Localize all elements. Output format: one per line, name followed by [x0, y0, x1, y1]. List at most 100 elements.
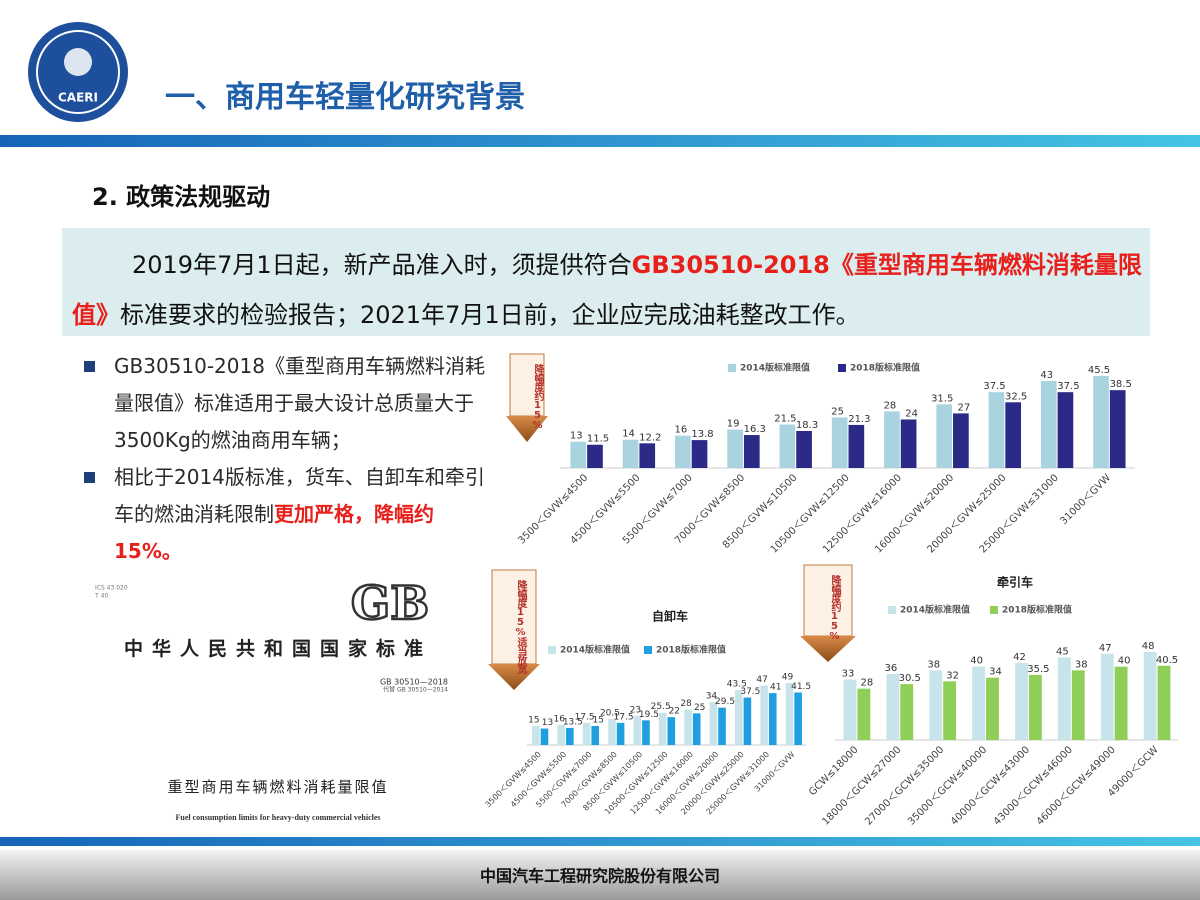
value-label: 40 — [970, 656, 983, 667]
bar — [986, 677, 999, 740]
bar — [633, 715, 642, 745]
legend-swatch — [644, 646, 652, 654]
bar — [692, 713, 701, 745]
text-run: 更加严格，降幅约15%。 — [114, 502, 434, 563]
bar — [953, 413, 969, 468]
value-label: 25 — [831, 406, 844, 417]
text-run: GB30510-2018《重型商用车辆燃料消耗量限值》标准适用于最大设计总质量大… — [114, 354, 485, 452]
value-label: 37.5 — [1057, 381, 1079, 392]
value-label: 24 — [905, 408, 918, 419]
logo-text: CAERI — [58, 91, 98, 105]
value-label: 13 — [542, 718, 553, 728]
bar — [785, 683, 794, 745]
bar — [570, 441, 587, 468]
bar — [667, 717, 676, 745]
bar — [1057, 392, 1074, 468]
footer-text: 中国汽车工程研究院股份有限公司 — [480, 867, 720, 886]
bar — [675, 435, 691, 468]
value-label: 42 — [1013, 652, 1026, 663]
arrow-shaft — [803, 564, 853, 637]
arrow-head — [800, 636, 856, 662]
value-label: 27 — [958, 402, 971, 413]
text-run: 标准要求的检验报告；2021年7月1日前，企业应完成油耗整改工作。 — [120, 301, 860, 329]
legend-swatch — [728, 364, 736, 372]
value-label: 37.5 — [983, 381, 1005, 392]
bar — [1157, 665, 1171, 740]
bar — [900, 684, 914, 740]
x-tick-label: 46000＜GCW≤49000 — [1035, 744, 1118, 827]
arrow-label: 降幅度约15% — [829, 575, 840, 641]
value-label: 32.5 — [1005, 391, 1027, 402]
arrow-shaft — [491, 569, 537, 665]
bar — [1015, 663, 1028, 740]
bullet-marker — [84, 472, 95, 483]
arrow-head — [488, 664, 540, 690]
value-label: 15 — [528, 716, 539, 726]
bar — [988, 392, 1005, 468]
value-label: 34 — [989, 667, 1002, 678]
value-label: 16 — [674, 425, 687, 436]
value-label: 45.5 — [1088, 365, 1110, 376]
bar — [1100, 653, 1114, 740]
cover-issuer: 中华人民共和国国家标准 — [124, 637, 432, 660]
value-label: 40 — [1118, 656, 1131, 667]
legend-label: 2018版标准限值 — [850, 362, 920, 374]
bullet-item: GB30510-2018《重型商用车辆燃料消耗量限值》标准适用于最大设计总质量大… — [82, 348, 497, 459]
cover-logo: GB — [351, 576, 429, 630]
bar — [768, 693, 777, 745]
footer-band — [0, 837, 1200, 846]
x-tick-label: 18000＜GCW≤27000 — [820, 744, 903, 827]
logo-emblem — [64, 48, 92, 76]
bar — [886, 674, 900, 740]
chart-title: 牵引车 — [997, 575, 1033, 590]
bar — [616, 722, 625, 745]
value-label: 41.5 — [791, 682, 811, 692]
text-run: GB30510-2018《重型商用车辆燃料消耗量限值》 — [72, 251, 1142, 329]
cover-title: 重型商用车辆燃料消耗量限值 — [167, 778, 388, 796]
value-label: 41 — [770, 683, 781, 693]
bar — [587, 444, 603, 468]
bar — [639, 443, 656, 468]
legend-swatch — [838, 364, 846, 372]
chart-title: 自卸车 — [652, 609, 688, 624]
value-label: 38 — [1075, 659, 1088, 670]
value-label: 33 — [842, 669, 855, 680]
bar — [843, 679, 857, 740]
bar — [1040, 381, 1057, 468]
bar — [540, 728, 549, 745]
value-label: 30.5 — [899, 673, 921, 684]
value-label: 48 — [1142, 641, 1155, 652]
bar — [1028, 674, 1042, 740]
bar — [760, 685, 768, 745]
section-title: 2. 政策法规驱动 — [92, 183, 271, 211]
bar — [743, 435, 760, 468]
value-label: 31.5 — [931, 393, 953, 404]
legend-swatch — [990, 606, 998, 614]
bar — [1093, 376, 1109, 468]
bar — [566, 727, 574, 745]
value-label: 20.5 — [600, 709, 620, 719]
bar — [557, 724, 566, 745]
bullet-item: 相比于2014版标准，货车、自卸车和牵引车的燃油消耗限制更加严格，降幅约15%。 — [82, 459, 497, 570]
value-label: 49 — [782, 673, 794, 683]
bar — [1109, 390, 1126, 468]
value-label: 36 — [885, 663, 898, 674]
value-label: 16.3 — [744, 424, 766, 435]
value-label: 28 — [861, 678, 874, 689]
bar — [794, 692, 802, 745]
value-label: 21.5 — [774, 414, 796, 425]
bar — [582, 722, 591, 745]
bar — [718, 707, 726, 745]
bar — [796, 430, 812, 468]
bar — [684, 709, 692, 745]
value-label: 22 — [669, 707, 680, 717]
value-label: 16 — [554, 714, 566, 724]
value-label: 21.3 — [848, 414, 870, 425]
value-label: 28 — [884, 400, 897, 411]
intro-box — [62, 228, 1150, 336]
bullet-list: GB30510-2018《重型商用车辆燃料消耗量限值》标准适用于最大设计总质量大… — [82, 348, 497, 570]
bar — [591, 726, 600, 745]
bullet-marker — [84, 361, 95, 372]
